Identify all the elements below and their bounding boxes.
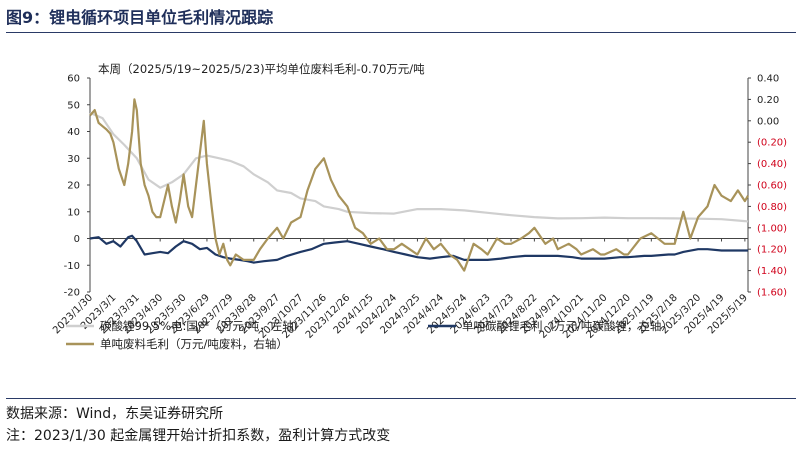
figure-title-bar: 图9：锂电循环项目单位毛利情况跟踪 [6, 6, 796, 33]
left-tick-label: 20 [67, 181, 80, 192]
legend-lithium-margin-label: 单吨碳酸锂毛利（万元/吨碳酸锂，左轴） [462, 319, 673, 333]
left-tick-label: -20 [64, 288, 80, 299]
right-tick-label: (1.00) [757, 223, 787, 234]
weekly-margin-annotation: 本周（2025/5/19~2025/5/23)平均单位废料毛利-0.70万元/吨 [98, 62, 425, 76]
chart-axes [89, 78, 749, 292]
series-lines [89, 98, 749, 272]
lithium-carbonate-margin-line [89, 234, 748, 264]
scrap-margin-line [89, 98, 749, 272]
left-tick-label: -10 [64, 261, 80, 272]
left-tick-label: 10 [67, 207, 80, 218]
source-note: 数据来源：Wind，东吴证券研究所 [6, 398, 796, 423]
right-tick-label: (0.20) [757, 138, 787, 149]
left-axis-ticks: -20 -10 0 10 20 30 40 50 60 [64, 74, 90, 299]
figure-title: 图9：锂电循环项目单位毛利情况跟踪 [6, 8, 274, 27]
right-tick-label: 0.40 [757, 74, 779, 85]
right-tick-label: (0.60) [757, 181, 787, 192]
right-axis-ticks: (1.60) (1.40) (1.20) (1.00) (0.80) (0.60) (0.4… [748, 74, 787, 299]
legend-scrap-margin-label: 单吨废料毛利（万元/吨废料，右轴） [100, 337, 288, 351]
right-tick-label: (1.60) [757, 288, 787, 299]
left-tick-label: 0 [74, 234, 80, 245]
right-tick-label: (1.20) [757, 245, 787, 256]
chart-legend: 碳酸锂99.5%电:国产（万元/吨，左轴） 单吨碳酸锂毛利（万元/吨碳酸锂，左轴）… [66, 319, 673, 351]
legend-lithium-price-label: 碳酸锂99.5%电:国产（万元/吨，左轴） [100, 319, 305, 333]
right-tick-label: (1.40) [757, 266, 787, 277]
right-tick-label: 0.00 [757, 116, 779, 127]
left-tick-label: 60 [67, 74, 80, 85]
right-tick-label: (0.80) [757, 202, 787, 213]
left-tick-label: 40 [67, 127, 80, 138]
left-tick-label: 30 [67, 154, 80, 165]
formula-note: 注：2023/1/30 起金属锂开始计折扣系数，盈利计算方式改变 [6, 428, 391, 444]
right-tick-label: 0.20 [757, 95, 779, 106]
right-tick-label: (0.40) [757, 159, 787, 170]
left-tick-label: 50 [67, 100, 80, 111]
